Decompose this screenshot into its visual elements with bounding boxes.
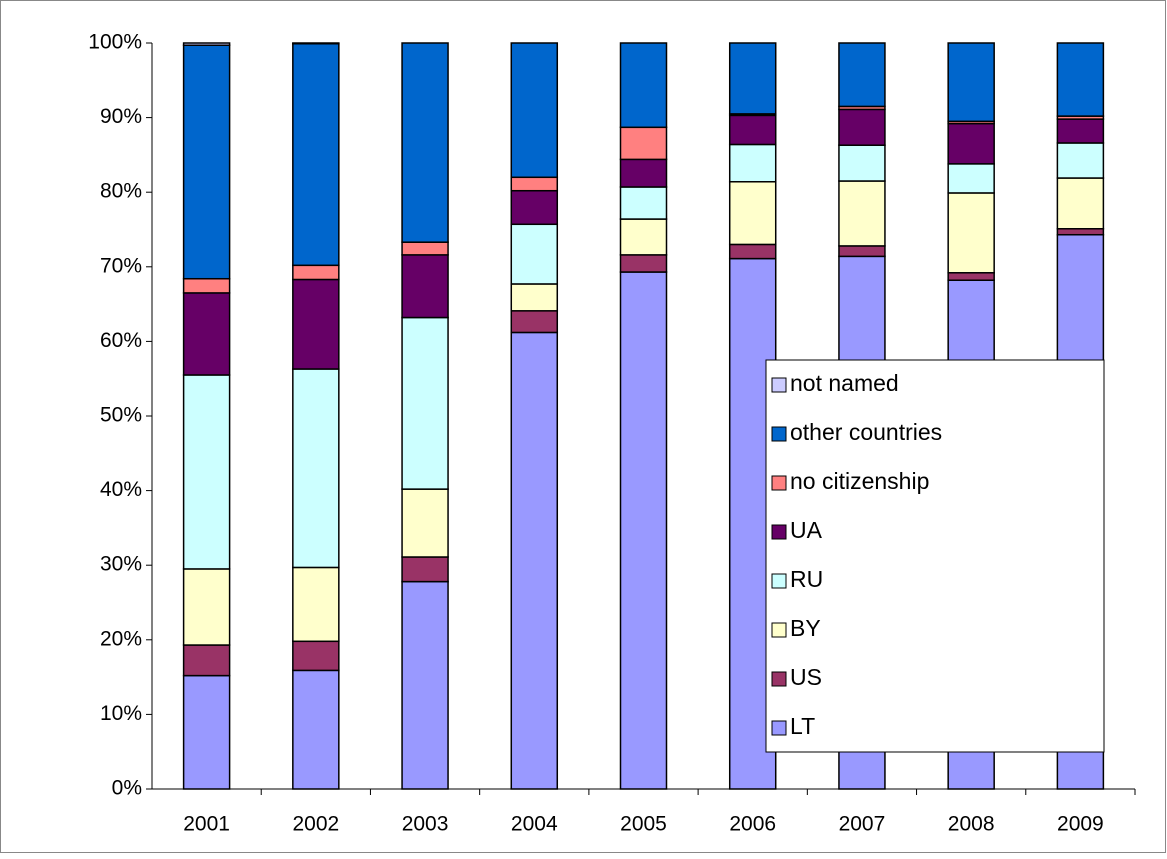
legend-label: not named — [790, 370, 899, 396]
bar-segment — [401, 316, 449, 490]
bar-segment — [510, 283, 559, 312]
bar-segment — [619, 42, 668, 129]
legend-label: other countries — [790, 419, 942, 445]
bar-segment — [292, 264, 340, 281]
bar-segment — [182, 44, 231, 280]
bar-segment — [182, 42, 231, 46]
legend: not named other countries no citizenship UA… — [765, 359, 1105, 753]
legend-label: RU — [790, 566, 823, 592]
bar-segment — [182, 674, 231, 790]
bar-segment — [838, 108, 886, 146]
bar-segment — [1056, 42, 1105, 117]
x-tick-label: 2005 — [620, 813, 667, 836]
bar-segment — [182, 568, 231, 646]
bar-segment — [728, 243, 777, 260]
bar-segment — [619, 254, 668, 273]
legend-swatch — [771, 426, 787, 442]
bar-segment — [292, 566, 340, 643]
bar-segment — [947, 272, 995, 281]
bar-segment — [401, 580, 449, 790]
bar-segment — [182, 292, 231, 376]
bar-segment — [292, 368, 340, 569]
y-tick-label: 60% — [100, 329, 142, 352]
bar-segment — [401, 241, 449, 256]
x-tick-label: 2004 — [511, 813, 558, 836]
legend-swatch — [771, 720, 787, 736]
bar-segment — [947, 192, 995, 274]
legend-swatch — [771, 671, 787, 687]
bar-segment — [401, 42, 449, 243]
y-tick-label: 90% — [100, 105, 142, 128]
bar-segment — [947, 163, 995, 194]
legend-swatch — [771, 475, 787, 491]
x-tick-label: 2007 — [839, 813, 886, 836]
y-tick-label: 50% — [100, 404, 142, 427]
y-tick-label: 0% — [112, 777, 142, 800]
y-tick-label: 30% — [100, 553, 142, 576]
y-tick-label: 100% — [88, 31, 142, 54]
legend-swatch — [771, 622, 787, 638]
legend-swatch — [771, 573, 787, 589]
bar-segment — [619, 218, 668, 256]
bar-segment — [182, 277, 231, 294]
bar-segment — [182, 644, 231, 677]
bar-segment — [728, 114, 777, 146]
bar-segment — [619, 186, 668, 220]
bar-segment — [838, 245, 886, 258]
x-tick-label: 2006 — [729, 813, 776, 836]
legend-box — [765, 359, 1105, 753]
bar-segment — [292, 278, 340, 370]
x-tick-label: 2008 — [948, 813, 995, 836]
x-tick-label: 2001 — [183, 813, 230, 836]
bar-segment — [510, 189, 559, 226]
legend-label: UA — [790, 517, 823, 543]
bar-segment — [838, 180, 886, 247]
bar-segment — [510, 310, 559, 334]
bar-segment — [401, 556, 449, 583]
legend-label: BY — [790, 615, 821, 641]
bar-segment — [292, 42, 340, 45]
legend-label: LT — [790, 713, 815, 739]
bar-segment — [619, 271, 668, 790]
y-tick-label: 70% — [100, 254, 142, 277]
x-tick-label: 2003 — [402, 813, 449, 836]
bar-segment — [1056, 142, 1105, 179]
bar-segment — [728, 42, 777, 115]
y-tick-label: 40% — [100, 478, 142, 501]
legend-label: US — [790, 664, 822, 690]
x-tick-label: 2009 — [1057, 813, 1104, 836]
bar-segment — [1056, 118, 1105, 144]
x-tick-label: 2002 — [292, 813, 339, 836]
bar-segment — [292, 669, 340, 790]
legend-label: no citizenship — [790, 468, 929, 494]
legend-swatch — [771, 377, 787, 393]
y-tick-label: 80% — [100, 180, 142, 203]
bar-segment — [510, 176, 559, 192]
bar-segment — [728, 143, 777, 183]
bar-segment — [947, 122, 995, 165]
y-tick-label: 20% — [100, 627, 142, 650]
bar-segment — [292, 42, 340, 267]
bar-segment — [1056, 177, 1105, 230]
bar-segment — [292, 640, 340, 672]
bar-segment — [838, 144, 886, 182]
bar-segment — [401, 254, 449, 319]
bar-segment — [947, 42, 995, 123]
legend-swatch — [771, 524, 787, 540]
bar-segment — [619, 126, 668, 161]
y-tick-label: 10% — [100, 702, 142, 725]
bar-segment — [401, 488, 449, 558]
bar-segment — [510, 223, 559, 285]
bar-segment — [510, 42, 559, 179]
bar-segment — [1056, 228, 1105, 236]
bar-segment — [619, 158, 668, 188]
bar-segment — [728, 181, 777, 246]
bar-segment — [510, 331, 559, 790]
bar-segment — [838, 42, 886, 108]
bar-segment — [182, 374, 231, 570]
